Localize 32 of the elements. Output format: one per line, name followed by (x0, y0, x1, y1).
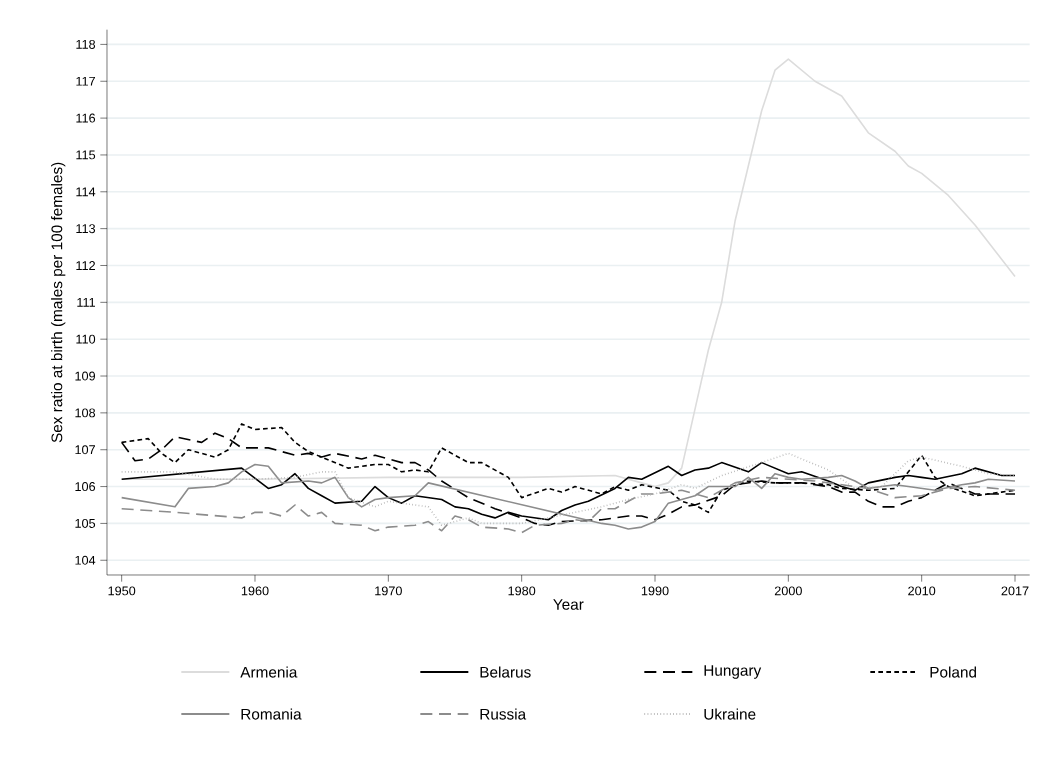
y-tick-label: 114 (76, 187, 96, 197)
y-tick-label: 104 (75, 555, 96, 565)
y-tick-label: 105 (75, 518, 96, 528)
y-tick-label: 117 (76, 76, 95, 86)
x-axis-title: Year (553, 599, 584, 610)
x-tick-label: 1970 (375, 586, 402, 596)
y-tick-label: 106 (75, 482, 96, 492)
legend-label: Russia (480, 708, 527, 720)
legend-label: Hungary (704, 665, 762, 679)
y-tick-label: 118 (76, 39, 96, 49)
y-tick-label: 116 (76, 113, 96, 123)
legend-label: Romania (241, 708, 302, 720)
y-tick-label: 107 (75, 445, 95, 455)
legend-label: Armenia (240, 666, 298, 678)
x-tick-label: 1990 (641, 586, 669, 596)
y-tick-label: 109 (75, 371, 96, 381)
legend-label: Poland (930, 666, 977, 678)
legend-label: Ukraine (704, 708, 756, 720)
y-tick-label: 112 (76, 261, 95, 270)
x-tick-label: 1950 (108, 586, 136, 596)
x-tick-label: 2010 (908, 586, 936, 596)
x-tick-label: 1960 (241, 586, 269, 596)
y-tick-label: 108 (75, 408, 96, 418)
x-tick-label: 2017 (1001, 586, 1029, 596)
y-axis-title: Sex ratio at birth (males per 100 females) (51, 162, 66, 443)
legend-label: Belarus (480, 666, 531, 678)
y-tick-label: 113 (76, 224, 96, 234)
y-tick-label: 111 (77, 297, 95, 307)
y-tick-label: 110 (76, 334, 96, 344)
y-tick-label: 115 (76, 150, 96, 160)
x-tick-label: 2000 (774, 586, 802, 596)
x-tick-label: 1980 (508, 586, 536, 596)
